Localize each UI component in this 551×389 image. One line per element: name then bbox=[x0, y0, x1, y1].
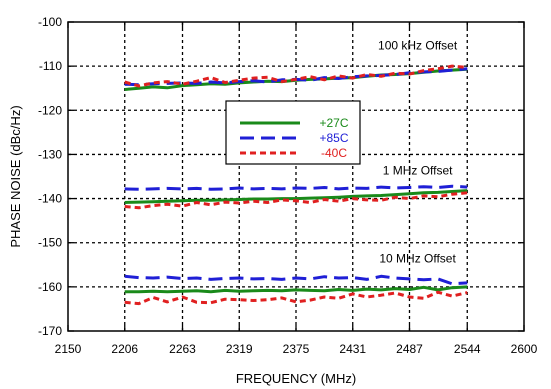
y-tick-label: -100 bbox=[38, 15, 62, 29]
series-line-minus-40C-100-khz-offset bbox=[124, 64, 468, 88]
series-line-plusminus-85C-1-mhz-offset bbox=[124, 184, 468, 191]
series-lines bbox=[124, 64, 468, 306]
annotation-label: 1 MHz Offset bbox=[383, 164, 453, 178]
annotation-label: 10 MHz Offset bbox=[379, 252, 456, 266]
grid-lines bbox=[68, 22, 524, 331]
x-axis-title: FREQUENCY (MHz) bbox=[236, 371, 356, 386]
x-tick-label: 2431 bbox=[339, 342, 366, 356]
series-line-minus-40C-10-mhz-offset bbox=[124, 290, 468, 306]
x-tick-label: 2544 bbox=[454, 342, 481, 356]
x-tick-labels: 2150 2206 2263 2319 2375 2431 2487 2544 2600 bbox=[55, 342, 538, 356]
legend-label: -40C bbox=[321, 146, 347, 160]
legend-label: +27C bbox=[319, 116, 348, 130]
offset-annotations: 100 kHz Offset 1 MHz Offset 10 MHz Offset bbox=[378, 38, 458, 265]
x-tick-label: 2487 bbox=[396, 342, 423, 356]
y-tick-labels: -100 -110 -120 -130 -140 -150 -160 -170 bbox=[38, 15, 62, 338]
x-tick-label: 2600 bbox=[511, 342, 538, 356]
y-tick-label: -120 bbox=[38, 103, 62, 117]
y-tick-label: -110 bbox=[39, 59, 62, 73]
series-line-plusminus-27C-10-mhz-offset bbox=[124, 285, 468, 294]
x-tick-label: 2375 bbox=[283, 342, 310, 356]
legend-label: +85C bbox=[319, 131, 348, 145]
series-line-plusminus-85C-10-mhz-offset bbox=[124, 274, 468, 286]
axis-ticks bbox=[67, 21, 525, 332]
plot-frame bbox=[67, 21, 525, 332]
y-tick-label: -170 bbox=[38, 324, 62, 338]
series-line-plusminus-27C-1-mhz-offset bbox=[124, 189, 468, 204]
x-tick-label: 2319 bbox=[226, 342, 253, 356]
legend: +27C+85C-40C bbox=[225, 100, 361, 165]
x-tick-label: 2206 bbox=[111, 342, 138, 356]
y-tick-label: -140 bbox=[38, 192, 62, 206]
x-tick-label: 2263 bbox=[169, 342, 196, 356]
y-tick-label: -150 bbox=[38, 236, 62, 250]
series-line-minus-40C-1-mhz-offset bbox=[124, 191, 468, 210]
annotation-label: 100 kHz Offset bbox=[378, 38, 458, 52]
y-tick-label: -130 bbox=[38, 147, 62, 161]
y-axis-title: PHASE NOISE (dBc/Hz) bbox=[8, 105, 23, 247]
x-tick-label: 2150 bbox=[55, 342, 82, 356]
y-tick-label: -160 bbox=[38, 280, 62, 294]
